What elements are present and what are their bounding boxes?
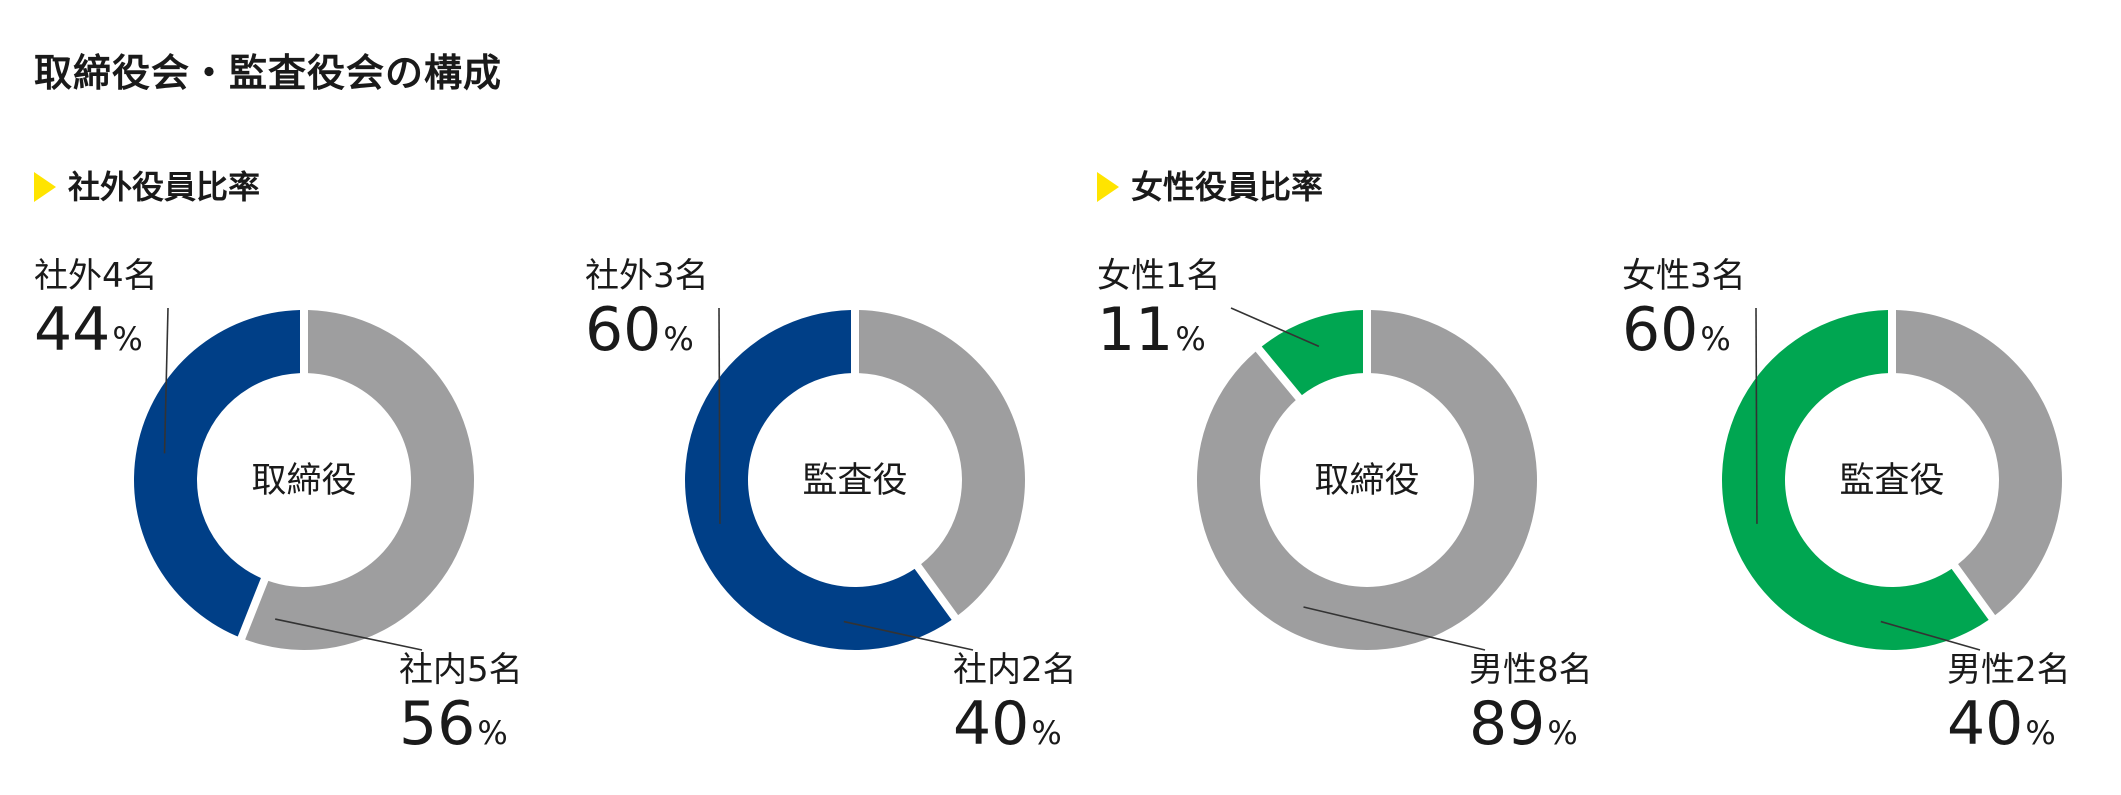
donut-chart-audit-outside: 監査役 社外3名 60% 社内2名 40% — [585, 240, 1115, 780]
donut-slice-1 — [1197, 310, 1537, 650]
yellow-triangle-icon — [1097, 172, 1119, 202]
slice-1-label: 男性2名 — [1947, 650, 2071, 690]
slice-0-unit: % — [1700, 320, 1731, 358]
leader-line-0 — [163, 307, 169, 454]
slice-1-unit: % — [477, 714, 508, 752]
donut-chart-board-outside: 取締役 社外4名 44% 社内5名 56% — [34, 240, 564, 780]
section-title: 女性役員比率 — [1131, 168, 1324, 206]
leader-line-0 — [718, 307, 721, 524]
section-female-ratio: 女性役員比率 — [1097, 162, 1323, 208]
center-label: 取締役 — [251, 461, 356, 501]
slice-0-value: 60 — [585, 295, 662, 365]
yellow-triangle-icon — [34, 172, 56, 202]
slice-0-label: 女性1名 — [1097, 256, 1221, 296]
slice-1-label: 男性8名 — [1469, 650, 1593, 690]
label-slice-0: 女性1名 11% — [1097, 256, 1221, 377]
label-slice-1: 男性8名 89% — [1469, 650, 1593, 771]
section-outside-ratio: 社外役員比率 — [34, 162, 260, 208]
center-label: 監査役 — [1839, 461, 1944, 501]
donut-chart-audit-female: 監査役 女性3名 60% 男性2名 40% — [1622, 240, 2121, 780]
slice-1-value: 40 — [953, 689, 1030, 759]
donut-svg: 取締役 — [1197, 307, 1537, 651]
leader-line-1 — [275, 618, 423, 651]
slice-0-unit: % — [112, 320, 143, 358]
slice-1-unit: % — [2025, 714, 2056, 752]
leader-line-1 — [1303, 606, 1486, 651]
label-slice-1: 社内2名 40% — [953, 650, 1077, 771]
leader-line-1 — [843, 620, 974, 651]
donut-chart-board-female: 取締役 女性1名 11% 男性8名 89% — [1097, 240, 1627, 780]
slice-0-label: 女性3名 — [1622, 256, 1746, 296]
leader-line-1 — [1880, 620, 1981, 651]
label-slice-0: 女性3名 60% — [1622, 256, 1746, 377]
donut-slice-0 — [1721, 310, 1989, 650]
label-slice-1: 社内5名 56% — [399, 650, 523, 771]
slice-1-label: 社内2名 — [953, 650, 1077, 690]
slice-0-value: 11 — [1097, 295, 1174, 365]
slice-1-value: 40 — [1947, 689, 2024, 759]
donut-svg: 取締役 — [133, 307, 475, 651]
label-slice-0: 社外3名 60% — [585, 256, 709, 377]
slice-1-unit: % — [1547, 714, 1578, 752]
leader-line-0 — [1230, 307, 1320, 348]
donut-slice-0 — [1261, 310, 1364, 396]
slice-0-label: 社外3名 — [585, 256, 709, 296]
leader-line-0 — [1755, 307, 1758, 524]
donut-slice-1 — [858, 310, 1025, 616]
slice-0-unit: % — [1175, 320, 1206, 358]
slice-0-unit: % — [663, 320, 694, 358]
donut-slice-0 — [133, 310, 301, 637]
slice-0-value: 60 — [1622, 295, 1699, 365]
center-label: 取締役 — [1314, 461, 1419, 501]
section-title: 社外役員比率 — [68, 168, 261, 206]
donut-svg: 監査役 — [684, 307, 1025, 651]
page-title: 取締役会・監査役会の構成 — [34, 51, 503, 95]
slice-1-label: 社内5名 — [399, 650, 523, 690]
donut-slice-1 — [245, 310, 475, 650]
donut-slice-0 — [684, 310, 952, 650]
label-slice-1: 男性2名 40% — [1947, 650, 2071, 771]
slice-0-value: 44 — [34, 295, 111, 365]
donut-slice-1 — [1895, 310, 2062, 616]
slice-0-label: 社外4名 — [34, 256, 158, 296]
slice-1-value: 89 — [1469, 689, 1546, 759]
slice-1-unit: % — [1031, 714, 1062, 752]
center-label: 監査役 — [802, 461, 907, 501]
donut-svg: 監査役 — [1721, 307, 2062, 651]
label-slice-0: 社外4名 44% — [34, 256, 158, 377]
slice-1-value: 56 — [399, 689, 476, 759]
